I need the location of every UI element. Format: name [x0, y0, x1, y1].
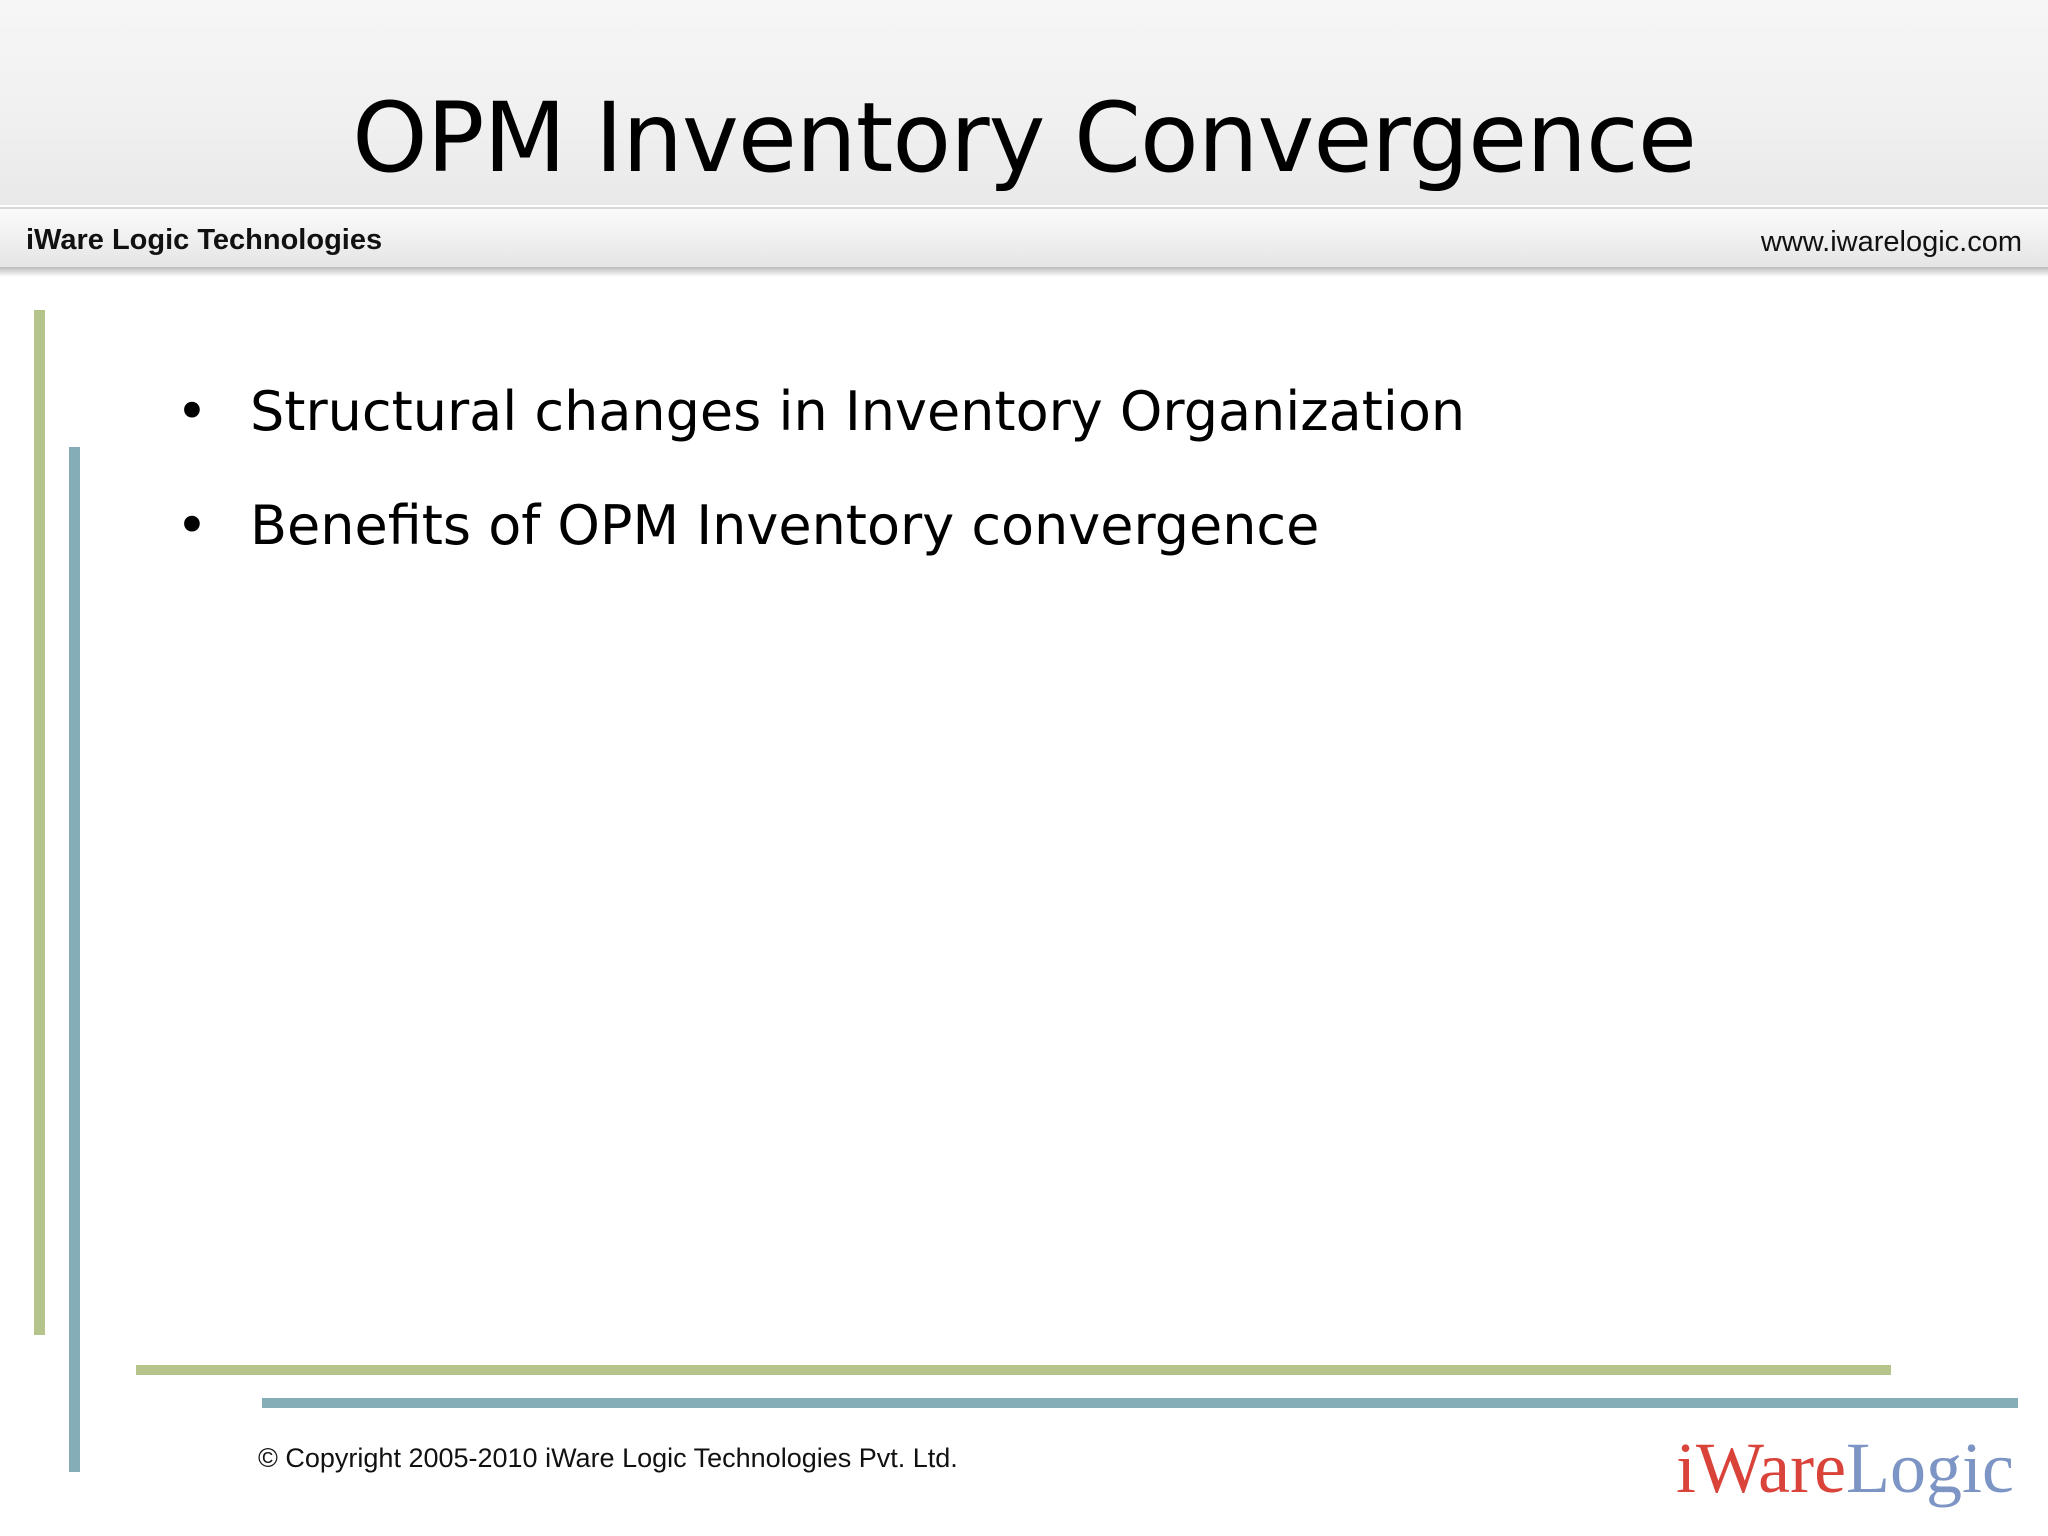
info-bar-shadow: [0, 267, 2048, 277]
copyright-notice: © Copyright 2005-2010 iWare Logic Techno…: [258, 1443, 958, 1473]
info-bar: [0, 207, 2048, 269]
logo-part-iware: iWare: [1675, 1428, 1847, 1508]
left-teal-vertical-bar: [69, 447, 80, 1472]
bottom-green-horizontal-bar: [136, 1365, 1891, 1375]
slide-title: OPM Inventory Convergence: [352, 82, 1697, 194]
bullet-dot-icon: •: [176, 494, 208, 557]
bullet-text: Structural changes in Inventory Organiza…: [250, 380, 1466, 443]
bottom-teal-horizontal-bar: [262, 1398, 2018, 1408]
left-green-vertical-bar: [34, 310, 45, 1335]
bullet-text: Benefits of OPM Inventory convergence: [250, 494, 1320, 557]
logo-part-logic: Logic: [1846, 1428, 2014, 1508]
website-url: www.iwarelogic.com: [1760, 226, 2022, 258]
company-name: iWare Logic Technologies: [26, 224, 383, 256]
title-band: [0, 0, 2048, 205]
bullet-dot-icon: •: [176, 380, 208, 443]
iwarelogic-logo: iWareLogic: [1676, 1428, 2014, 1508]
